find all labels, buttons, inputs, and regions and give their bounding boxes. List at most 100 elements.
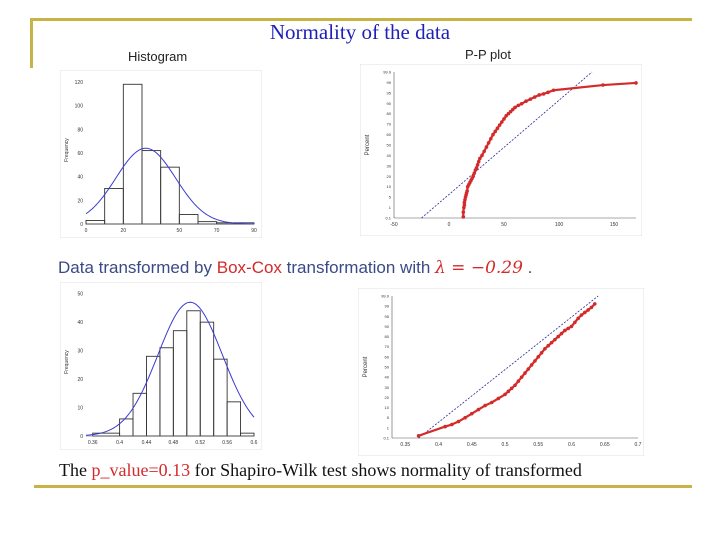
data-point-48 (634, 81, 638, 85)
data-point-36 (589, 305, 594, 310)
y-tick-label-3: 10 (387, 184, 392, 189)
histogram-chart-original: 0 20 40 60 80 100 120 0 20 50 70 90 Frequency (60, 70, 262, 238)
normal-fit-curve (85, 147, 255, 225)
data-point-27 (491, 132, 495, 137)
data-point-31 (573, 320, 577, 325)
x-tick-label-4: 0.52 (195, 440, 205, 446)
y-tick-label-2: 40 (77, 175, 83, 181)
top-rule (30, 18, 692, 21)
pp-plot-label: P-P plot (465, 47, 512, 62)
y-tick-label-2: 5 (387, 415, 390, 420)
data-point-23 (482, 149, 486, 154)
histogram-chart-transformed: 0 10 20 30 40 50 0.36 0.4 0.44 0.48 0.52 0.56 0.6 Fre… (60, 282, 262, 450)
data-point-40 (524, 99, 528, 103)
y-tick-label-5: 30 (387, 163, 392, 168)
y-tick-label-3: 30 (77, 349, 83, 355)
y-tick-label-2: 5 (389, 195, 392, 200)
data-point-11 (506, 389, 511, 394)
data-point-28 (563, 328, 567, 333)
y-tick-label-4: 80 (77, 127, 83, 133)
data-point-46 (551, 88, 556, 93)
data-point-18 (474, 166, 479, 170)
boxcox-text-part3: transformation with (281, 258, 435, 277)
left-rule (30, 18, 33, 68)
x-tick-label-2: 50 (501, 222, 507, 228)
reference-line (421, 71, 593, 219)
x-tick-label-3: 70 (214, 228, 220, 234)
y-axis-label: Frequency (64, 138, 70, 162)
y-tick-label-0: 0 (80, 434, 83, 440)
x-tick-label-5: 0.6 (568, 442, 575, 448)
x-tick-label-6: 0.65 (600, 442, 610, 448)
y-tick-label-6: 40 (385, 375, 390, 380)
data-point-33 (579, 313, 584, 317)
boxcox-caption: Data transformed by Box-Cox transformati… (58, 258, 532, 278)
y-tick-label-13: 99 (387, 80, 392, 85)
footer-part3: for Shapiro-Wilk test shows normality of… (190, 460, 582, 480)
chart-background (60, 282, 262, 450)
x-tick-label-1: 20 (121, 228, 127, 234)
y-tick-label-10: 80 (387, 111, 392, 116)
boxcox-text-part4: . (522, 258, 533, 277)
data-point-0 (461, 215, 466, 219)
data-point-43 (537, 93, 541, 97)
boxcox-text-method: Box-Cox (216, 258, 282, 277)
x-tick-label-3: 0.5 (502, 442, 509, 448)
data-point-47 (601, 83, 605, 87)
data-point-25 (553, 337, 557, 342)
data-point-42 (533, 95, 537, 99)
y-tick-label-11: 90 (385, 324, 390, 329)
data-point-45 (546, 90, 550, 95)
y-tick-label-11: 90 (387, 101, 392, 106)
data-point-8 (489, 400, 494, 405)
y-tick-label-3: 10 (385, 405, 390, 410)
y-tick-label-7: 50 (385, 365, 390, 370)
y-tick-label-14: 99.9 (383, 70, 392, 75)
data-point-20 (536, 355, 541, 359)
data-point-29 (566, 326, 570, 331)
y-tick-label-9: 70 (387, 122, 392, 127)
y-tick-label-5: 30 (385, 385, 390, 390)
data-point-17 (526, 367, 531, 371)
boxcox-lambda: λ = −0.29 (435, 258, 523, 278)
y-tick-label-12: 95 (385, 314, 390, 319)
data-point-14 (516, 379, 521, 383)
x-tick-label-4: 90 (251, 228, 257, 234)
x-tick-label-1: 0 (448, 222, 451, 228)
data-point-39 (519, 102, 524, 106)
y-tick-label-1: 1 (389, 205, 392, 210)
footer-part1: The (59, 460, 92, 480)
data-point-29 (495, 126, 500, 131)
y-tick-label-5: 50 (77, 292, 83, 298)
y-tick-label-2: 20 (77, 377, 83, 383)
data-point-18 (529, 363, 534, 367)
data-point-32 (576, 316, 580, 321)
x-tick-label-2: 0.44 (142, 440, 152, 446)
x-tick-label-2: 0.45 (467, 442, 477, 448)
y-tick-label-7: 50 (387, 143, 392, 148)
x-tick-label-1: 0.4 (435, 442, 442, 448)
x-tick-label-6: 0.6 (251, 440, 258, 446)
y-tick-label-1: 10 (77, 406, 83, 412)
y-tick-label-1: 1 (387, 425, 390, 430)
data-point-22 (543, 346, 547, 351)
y-tick-label-3: 60 (77, 151, 83, 157)
y-tick-label-4: 20 (387, 174, 392, 179)
x-tick-label-3: 0.48 (168, 440, 178, 446)
y-axis-label: Percent (365, 134, 371, 155)
data-point-6 (476, 407, 481, 412)
data-point-20 (476, 159, 481, 164)
data-point-37 (513, 105, 517, 110)
data-point-41 (528, 97, 533, 101)
data-point-31 (500, 120, 504, 124)
data-point-38 (516, 103, 521, 108)
data-point-19 (475, 163, 480, 167)
x-tick-label-7: 0.7 (635, 442, 642, 448)
y-tick-label-12: 95 (387, 90, 392, 95)
y-tick-label-8: 60 (387, 132, 392, 137)
data-point-5 (469, 411, 474, 416)
data-point-1 (461, 210, 466, 215)
data-point-21 (539, 351, 544, 355)
data-point-28 (493, 129, 497, 134)
data-point-32 (502, 117, 506, 121)
